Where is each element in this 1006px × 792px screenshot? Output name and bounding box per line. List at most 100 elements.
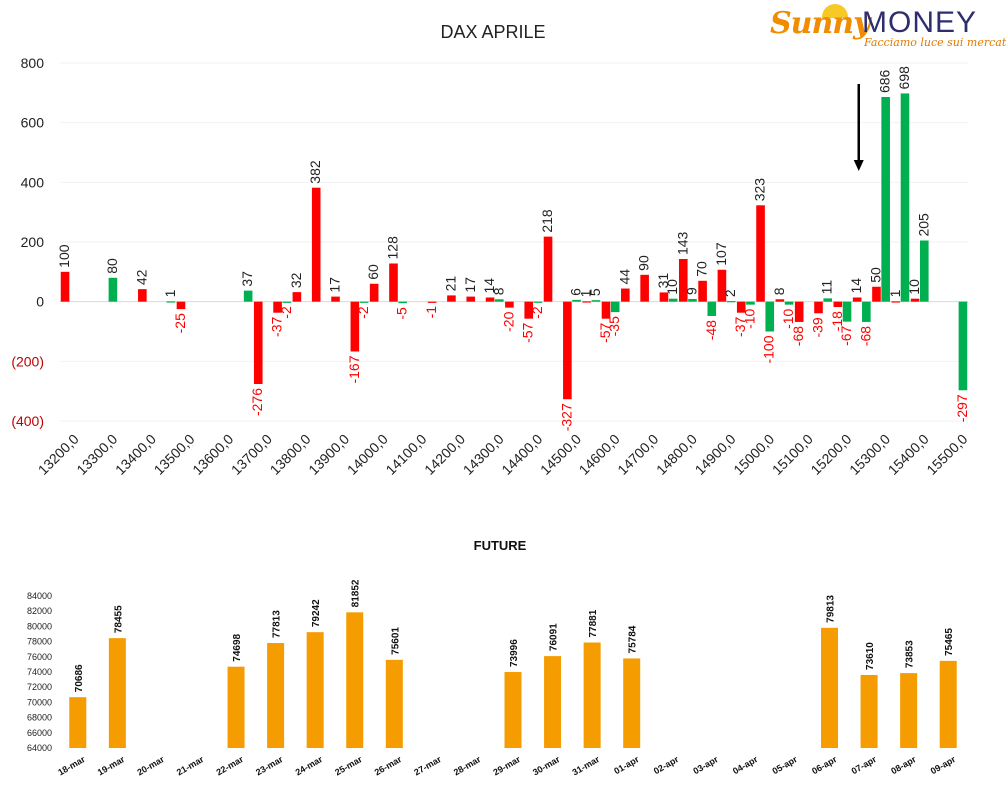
y-tick-label: 800	[21, 55, 45, 71]
data-label: 75465	[944, 628, 955, 656]
arrow-head	[853, 160, 864, 171]
data-label: 323	[752, 178, 768, 202]
data-label: 10	[906, 279, 922, 295]
x-tick-label: 13200,0	[35, 431, 82, 478]
logo-brand-b: MONEY	[862, 6, 978, 39]
red-bar	[311, 187, 321, 302]
x-tick-label: 06-apr	[810, 754, 839, 776]
y-tick-label: 74000	[27, 667, 52, 677]
chart-title: DAX APRILE	[440, 22, 545, 42]
x-tick-label: 24-mar	[294, 754, 325, 778]
y-tick-label: 0	[36, 294, 44, 310]
data-label: 6	[568, 288, 584, 296]
data-label: -327	[558, 403, 574, 431]
red-bar	[621, 288, 630, 302]
green-bar	[668, 298, 678, 302]
red-bar	[775, 299, 785, 302]
data-label: 73610	[865, 642, 876, 670]
y-tick-label: 76000	[27, 652, 52, 662]
green-bar	[707, 301, 717, 316]
red-bar	[601, 301, 611, 319]
sun-icon	[822, 4, 848, 18]
future-bar	[544, 656, 562, 748]
red-bar	[176, 301, 186, 310]
green-bar	[765, 301, 775, 332]
y-tick-label: 70000	[27, 697, 52, 707]
x-tick-label: 04-apr	[731, 754, 760, 776]
data-label: -68	[790, 326, 806, 346]
x-tick-label: 01-apr	[612, 754, 641, 776]
y-tick-label: 64000	[27, 743, 52, 753]
x-tick-label: 15300,0	[846, 431, 893, 478]
x-tick-label: 13600,0	[189, 431, 236, 478]
x-tick-label: 15200,0	[807, 431, 854, 478]
future-bar	[267, 643, 285, 748]
green-bar	[572, 299, 581, 302]
x-tick-label: 14800,0	[653, 431, 700, 478]
data-label: -276	[249, 388, 265, 416]
future-bar	[504, 672, 522, 748]
data-label: 81852	[351, 579, 362, 607]
red-bar	[331, 296, 340, 302]
green-bar	[398, 301, 407, 304]
green-bar	[359, 301, 369, 303]
data-label: 75784	[628, 625, 639, 653]
green-bar	[823, 298, 833, 302]
data-label: 218	[539, 209, 555, 233]
data-label: 382	[307, 160, 323, 184]
x-tick-label: 14700,0	[614, 431, 661, 478]
data-label: 21	[442, 276, 458, 292]
green-bar	[591, 300, 601, 302]
data-label: -2	[278, 306, 294, 319]
green-bar	[166, 301, 176, 303]
x-tick-label: 31-mar	[571, 754, 602, 778]
x-tick-label: 27-mar	[412, 754, 443, 778]
x-tick-label: 18-mar	[56, 754, 87, 778]
data-label: 76091	[549, 623, 560, 651]
x-tick-label: 29-mar	[491, 754, 522, 778]
y-tick-label: (400)	[11, 413, 44, 429]
red-bar	[273, 301, 282, 313]
data-label: 143	[674, 231, 690, 255]
red-bar	[447, 295, 456, 302]
data-label: 77813	[272, 610, 283, 638]
red-bar	[350, 301, 360, 352]
data-label: 77881	[588, 609, 599, 637]
y-tick-label: 600	[21, 115, 45, 131]
red-bar	[253, 301, 263, 385]
data-label: -5	[394, 307, 410, 320]
x-tick-label: 15000,0	[730, 431, 777, 478]
x-tick-label: 13500,0	[151, 431, 198, 478]
red-bar	[505, 301, 514, 308]
x-tick-label: 14500,0	[537, 431, 584, 478]
y-tick-label: 82000	[27, 606, 52, 616]
green-bar	[533, 301, 543, 303]
data-label: 78455	[113, 605, 124, 633]
data-label: -297	[954, 394, 970, 422]
data-label: -48	[703, 320, 719, 340]
red-bar	[794, 301, 804, 322]
future-chart: FUTURE 84000 82000 80000 78000 76000 74000 7200…	[27, 538, 958, 778]
red-bar	[427, 301, 437, 303]
future-bar	[306, 632, 324, 748]
data-label: 17	[327, 277, 343, 293]
red-bar	[891, 301, 901, 303]
x-tick-label: 13900,0	[305, 431, 352, 478]
data-label: 14	[481, 278, 497, 294]
data-label: 14	[848, 278, 864, 294]
data-label: 107	[713, 242, 729, 266]
green-bar	[862, 301, 871, 322]
data-label: 11	[819, 280, 835, 295]
y-tick-label: 200	[21, 234, 45, 250]
data-label: 10	[664, 279, 680, 295]
data-label: 73853	[905, 640, 916, 668]
sunny-money-logo: Sunny MONEY Facciamo luce sui mercati	[766, 4, 1006, 49]
y-tick-label: 84000	[27, 591, 52, 601]
green-bar	[688, 298, 697, 302]
data-label: -37	[732, 316, 748, 336]
data-label: -100	[761, 335, 777, 363]
x-tick-label: 19-mar	[96, 754, 127, 778]
data-label: -57	[597, 322, 613, 342]
future-bar	[346, 612, 364, 748]
future-bar	[583, 642, 601, 748]
